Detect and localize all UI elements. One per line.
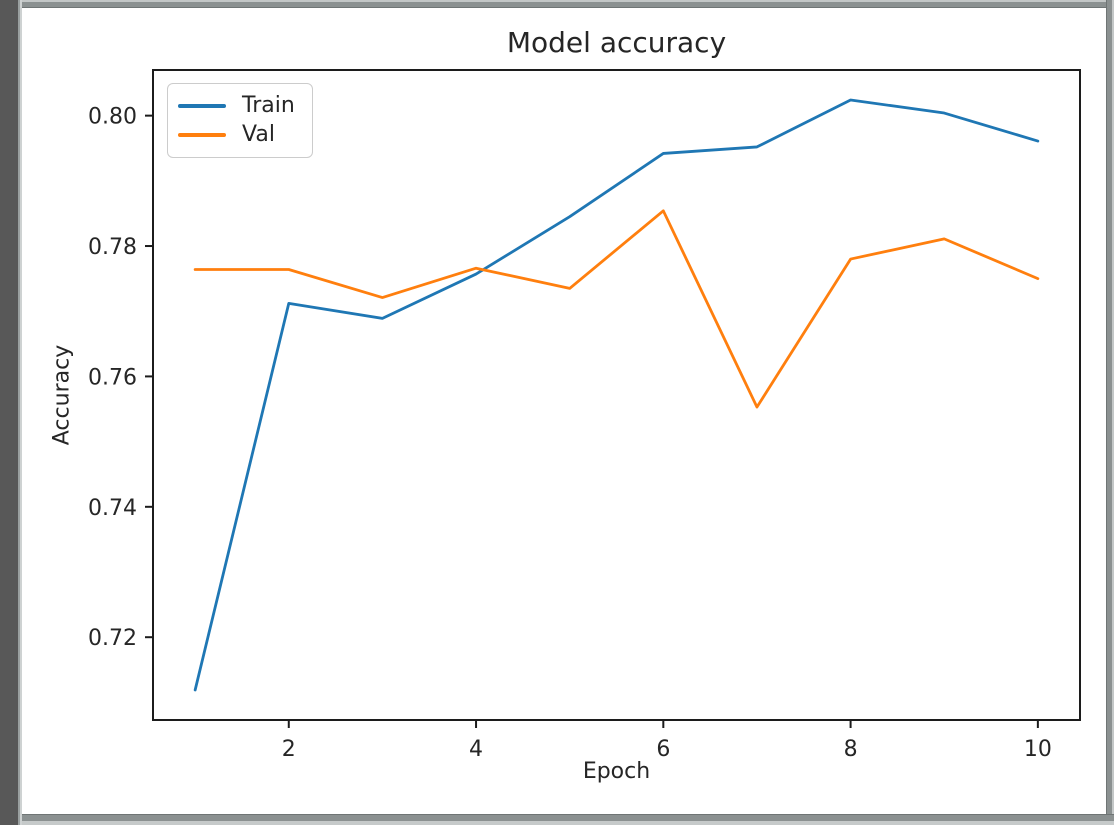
matplotlib-figure: 2 4 6 8 10 0.72 0.74 0.76 0.78 0.80 Model accurac… [22,8,1106,814]
svg-text:2: 2 [282,737,296,762]
window-frame-left [0,0,22,825]
legend-entry-val: Val [178,124,302,146]
window-frame-top [0,0,1114,8]
window-frame-bottom [0,814,1114,825]
y-axis-label: Accuracy [49,344,75,446]
svg-text:0.78: 0.78 [88,235,137,260]
legend-label-train: Train [242,93,295,118]
svg-text:0.76: 0.76 [88,365,137,390]
svg-text:6: 6 [656,737,670,762]
svg-text:0.74: 0.74 [88,496,137,521]
chart-canvas: 2 4 6 8 10 0.72 0.74 0.76 0.78 0.80 [88,69,1081,762]
svg-text:8: 8 [844,737,858,762]
chart-title: Model accuracy [506,26,727,59]
train-line-swatch [178,104,226,108]
svg-text:10: 10 [1024,737,1052,762]
val-line-swatch [178,133,226,137]
svg-text:4: 4 [469,737,483,762]
legend: Train Val [167,83,313,158]
legend-label-val: Val [242,122,275,147]
svg-text:0.72: 0.72 [88,626,137,651]
window-frame-right [1106,0,1114,825]
x-axis-label: Epoch [582,759,651,784]
legend-entry-train: Train [178,95,302,117]
svg-text:0.80: 0.80 [88,105,137,130]
